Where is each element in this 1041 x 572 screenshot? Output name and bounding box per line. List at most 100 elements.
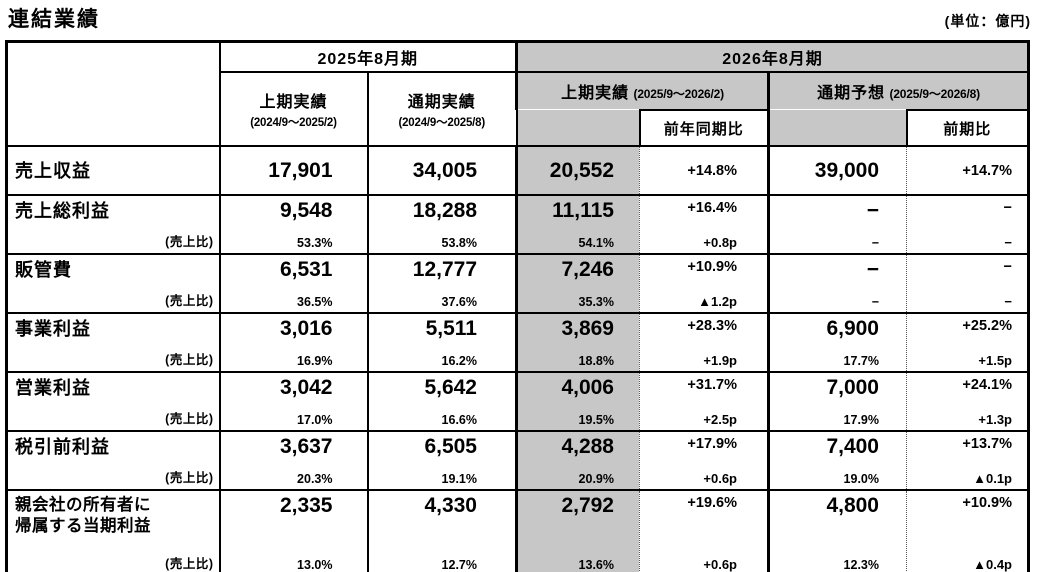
cell-sub-value: 37.6% (441, 295, 477, 309)
fy2026-forecast-value-cell: 7,000 17.9% (767, 371, 907, 432)
fy2026-forecast-period: (2025/9～2026/8) (889, 87, 981, 101)
fy2026-forecast-yoy-cell: +13.7% ▲0.1p (906, 430, 1030, 491)
cell-value: 2,792 (561, 494, 614, 517)
cell-value: − (1003, 200, 1012, 216)
fy2026-forecast-yoy-cell: +25.2% +1.5p (906, 312, 1030, 373)
cell-sub-value: 20.3% (297, 472, 333, 486)
prior-period-header: 前期比 (905, 109, 1030, 147)
fy2025-h1-value-cell: 6,531 36.5% (218, 253, 369, 314)
cell-value: 12,777 (412, 258, 477, 281)
cell-value: +14.8% (687, 163, 737, 179)
cell-sub-value: +1.5p (978, 353, 1012, 368)
table-row: 親会社の所有者に 帰属する当期利益 (売上比) 2,335 13.0% 4,330 12.… (5, 489, 1030, 572)
cell-sub-value: ▲1.2p (698, 294, 737, 309)
cell-sub-value: +0.6p (703, 557, 737, 572)
cell-sub-value: 16.6% (441, 413, 477, 427)
fy2025-full-value-cell: 12,777 37.6% (366, 253, 518, 314)
cell-sub-value: 17.7% (843, 354, 879, 368)
fy2025-full-value-cell: 6,505 19.1% (366, 430, 518, 491)
cell-value: − (866, 258, 879, 281)
row-label-cell: 営業利益 (売上比) (5, 371, 221, 432)
fy2025-h1-period: (2024/9～2025/2) (250, 117, 337, 129)
fy2025-full-value-cell: 5,642 16.6% (366, 371, 518, 432)
cell-sub-value: 17.9% (843, 413, 879, 427)
cell-value: 18,288 (412, 199, 477, 222)
fy2026-h1-yoy-cell: +17.9% +0.6p (639, 430, 770, 491)
fy2025-h1-value-cell: 9,548 53.3% (218, 194, 369, 255)
table-body: 売上収益 17,901 34,005 20,552 +14.8% 39,000 +14.7%… (5, 145, 1030, 572)
fy2026-h1-column-header: 上期実績 (2025/9～2026/2) (515, 71, 770, 110)
fy2026-h1-spacer-cell (515, 110, 640, 147)
fy2025-h1-value-cell: 2,335 13.0% (218, 489, 369, 572)
sales-ratio-caption: (売上比) (165, 557, 214, 571)
cell-value: +14.7% (962, 163, 1012, 179)
cell-value: 17,901 (268, 158, 333, 182)
cell-sub-value: +0.6p (703, 471, 737, 486)
table-row: 販管費 (売上比) 6,531 36.5% 12,777 37.6% 7,246 35.3% +… (5, 253, 1030, 314)
cell-value: − (866, 199, 879, 222)
cell-sub-value: − (1004, 294, 1012, 309)
cell-sub-value: 53.8% (441, 236, 477, 250)
fy2026-forecast-yoy-cell: +10.9% ▲0.4p (906, 489, 1030, 572)
fy2026-h1-value-cell: 4,288 20.9% (515, 430, 640, 491)
cell-value: 2,335 (279, 494, 333, 517)
fy2025-h1-label: 上期実績 (259, 94, 328, 111)
fy2026-h1-value-cell: 20,552 (515, 145, 640, 196)
row-label-cell: 売上総利益 (売上比) (5, 194, 221, 255)
cell-value: +28.3% (687, 318, 737, 334)
cell-value: +25.2% (962, 318, 1012, 334)
row-label-cell: 税引前利益 (売上比) (5, 430, 221, 491)
fy2026-forecast-spacer-cell (767, 110, 907, 147)
fy2026-forecast-column-header: 通期予想 (2025/9～2026/8) (767, 71, 1030, 110)
fy2025-h1-column-header: 上期実績 (2024/9～2025/2) (218, 71, 369, 147)
cell-value: 20,552 (549, 158, 614, 182)
fy2025-full-value-cell: 34,005 (366, 145, 518, 196)
fy2026-forecast-value-cell: − − (767, 253, 907, 314)
fy2026-forecast-value-cell: 7,400 19.0% (767, 430, 907, 491)
sales-ratio-caption: (売上比) (165, 235, 214, 249)
fy2025-full-label: 通期実績 (407, 94, 476, 111)
unit-label: (単位：億円) (944, 13, 1031, 29)
fy2025-group-header: 2025年8月期 (218, 40, 518, 73)
cell-value: 7,000 (826, 376, 879, 399)
cell-value: 6,531 (279, 258, 333, 281)
table-header: 2025年8月期 2026年8月期 上期実績 (2024/9～2025/2) 通… (5, 40, 1030, 147)
fy2026-h1-yoy-cell: +14.8% (639, 145, 770, 196)
cell-value: 3,869 (561, 317, 614, 340)
row-label: 親会社の所有者に 帰属する当期利益 (15, 496, 151, 535)
cell-sub-value: 16.2% (441, 354, 477, 368)
sales-ratio-caption: (売上比) (165, 412, 214, 426)
cell-sub-value: − (1004, 235, 1012, 250)
page-title: 連結業績 (8, 8, 100, 31)
cell-value: +10.9% (962, 495, 1012, 511)
fy2026-forecast-value-cell: 6,900 17.7% (767, 312, 907, 373)
fy2025-h1-value-cell: 17,901 (218, 145, 369, 196)
cell-value: 4,006 (561, 376, 614, 399)
cell-sub-value: 53.3% (297, 236, 333, 250)
fy2026-forecast-yoy-cell: +24.1% +1.3p (906, 371, 1030, 432)
fy2025-full-value-cell: 4,330 12.7% (366, 489, 518, 572)
cell-sub-value: 13.6% (578, 558, 614, 572)
fy2026-h1-yoy-cell: +19.6% +0.6p (639, 489, 770, 572)
cell-value: +24.1% (962, 377, 1012, 393)
fy2025-full-value-cell: 5,511 16.2% (366, 312, 518, 373)
cell-value: 3,042 (279, 376, 333, 399)
cell-value: 6,900 (826, 317, 879, 340)
cell-sub-value: 18.8% (578, 354, 614, 368)
cell-sub-value: 13.0% (297, 558, 333, 572)
cell-sub-value: +1.9p (703, 353, 737, 368)
fy2026-h1-yoy-cell: +10.9% ▲1.2p (639, 253, 770, 314)
fy2025-h1-value-cell: 3,016 16.9% (218, 312, 369, 373)
row-label: 売上収益 (15, 160, 91, 181)
row-label: 売上総利益 (15, 201, 110, 221)
cell-sub-value: − (871, 295, 879, 309)
fy2026-group-header: 2026年8月期 (515, 40, 1030, 73)
row-label-cell: 売上収益 (5, 145, 221, 196)
fy2026-forecast-value-cell: − − (767, 194, 907, 255)
cell-sub-value: +1.3p (978, 412, 1012, 427)
cell-value: +16.4% (687, 200, 737, 216)
fy2026-forecast-yoy-cell: − − (906, 194, 1030, 255)
cell-sub-value: 36.5% (297, 295, 333, 309)
fy2025-full-column-header: 通期実績 (2024/9～2025/8) (366, 71, 518, 147)
table-row: 事業利益 (売上比) 3,016 16.9% 5,511 16.2% 3,869 18.8% +… (5, 312, 1030, 373)
